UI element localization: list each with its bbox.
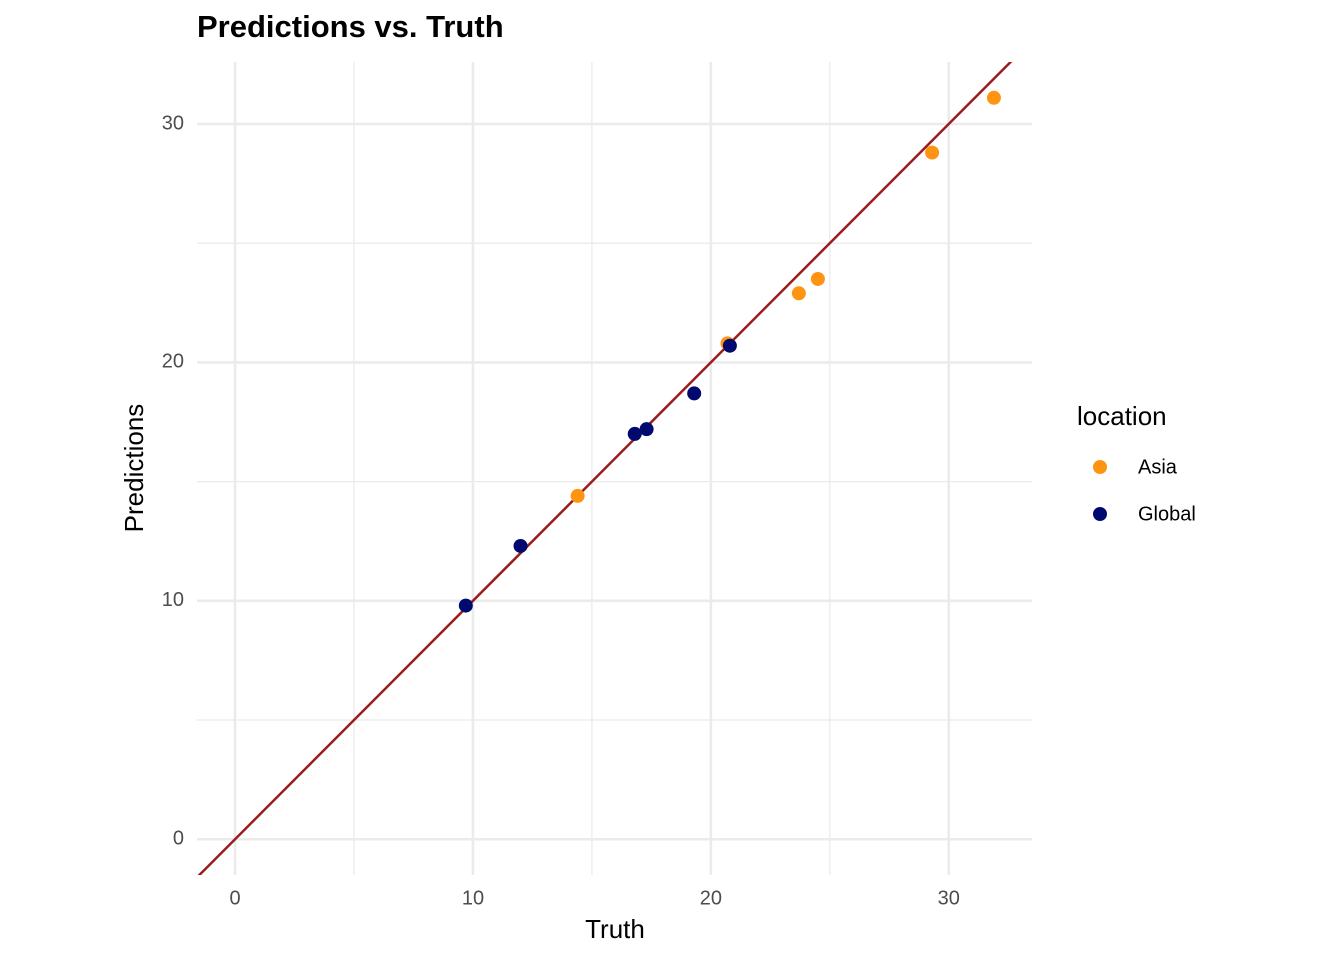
point <box>925 145 940 160</box>
x-axis-title: Truth <box>585 914 645 944</box>
y-tick-label: 20 <box>162 351 184 373</box>
x-tick-label: 30 <box>938 887 960 909</box>
legend-label: Global <box>1138 503 1196 525</box>
point <box>722 338 737 353</box>
point <box>458 598 473 613</box>
plot-area <box>197 62 1013 875</box>
y-tick-label: 30 <box>162 112 184 134</box>
chart-title: Predictions vs. Truth <box>197 9 504 44</box>
legend-label: Asia <box>1138 456 1178 478</box>
point <box>513 538 528 553</box>
point <box>627 426 642 441</box>
legend-title: location <box>1077 401 1167 431</box>
legend-marker <box>1093 460 1107 474</box>
y-tick-label: 0 <box>173 828 184 850</box>
point <box>687 386 702 401</box>
x-tick-label: 10 <box>462 887 484 909</box>
y-tick-label: 10 <box>162 589 184 611</box>
point <box>570 488 585 503</box>
reference-line <box>197 62 1013 875</box>
y-axis-title: Predictions <box>119 404 149 533</box>
x-tick-label: 0 <box>230 887 241 909</box>
point <box>791 286 806 301</box>
x-tick-label: 20 <box>700 887 722 909</box>
point <box>810 271 825 286</box>
legend-marker <box>1093 507 1107 521</box>
point <box>986 90 1001 105</box>
point <box>639 422 654 437</box>
